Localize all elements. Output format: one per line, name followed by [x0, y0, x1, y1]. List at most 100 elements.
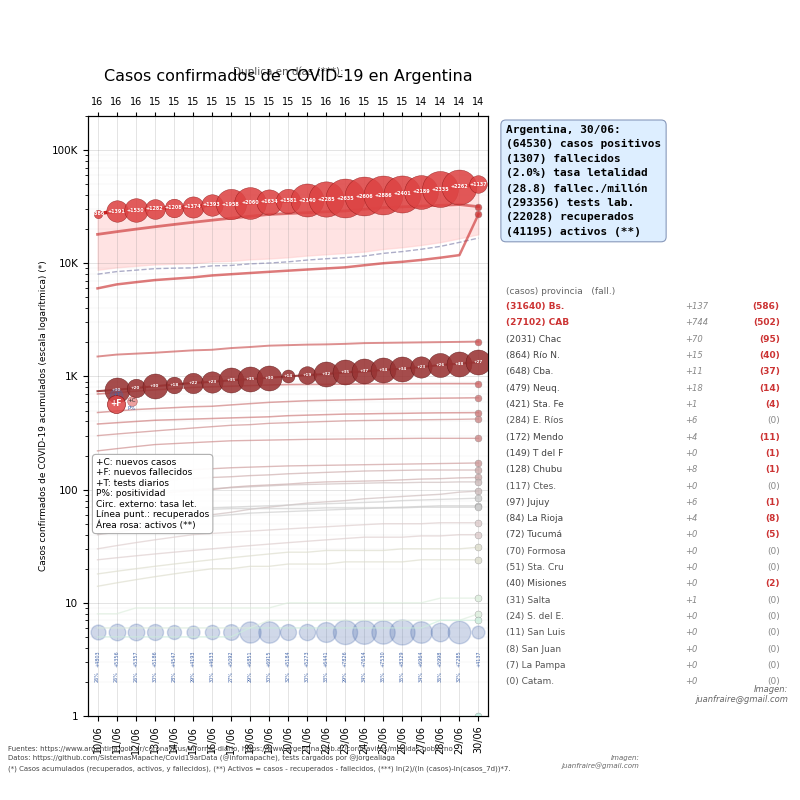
Text: +14: +14	[283, 374, 293, 378]
Text: (5): (5)	[765, 530, 780, 539]
Text: +5092: +5092	[228, 650, 234, 667]
Text: (0): (0)	[767, 547, 780, 556]
Text: +6: +6	[686, 416, 698, 426]
Text: 30%: 30%	[266, 671, 271, 682]
Text: +2060: +2060	[241, 200, 258, 206]
Text: (51) Sta. Cru: (51) Sta. Cru	[506, 563, 564, 572]
Text: (0): (0)	[767, 678, 780, 686]
Text: +0: +0	[686, 563, 698, 572]
Text: Duplica en días (***):: Duplica en días (***):	[233, 66, 343, 77]
Text: (1): (1)	[765, 498, 780, 507]
Text: (421) Sta. Fe: (421) Sta. Fe	[506, 400, 564, 409]
Text: +23: +23	[207, 380, 217, 384]
Text: (31) Salta: (31) Salta	[506, 596, 550, 605]
Text: (0): (0)	[767, 629, 780, 638]
Text: (7) La Pampa: (7) La Pampa	[506, 661, 566, 670]
Text: (0): (0)	[767, 416, 780, 426]
Text: +20: +20	[131, 386, 140, 390]
Text: Fuentes: https://www.argentina.gob.ar/coronavirus/informe-diario, https://www.ar: Fuentes: https://www.argentina.gob.ar/co…	[8, 746, 453, 752]
Text: +1208: +1208	[165, 205, 182, 210]
Text: 30%: 30%	[305, 671, 310, 682]
Text: +1393: +1393	[203, 202, 221, 207]
Text: +137: +137	[686, 302, 709, 311]
Text: +5357: +5357	[133, 650, 138, 667]
Text: +34: +34	[398, 366, 407, 370]
Text: +35: +35	[226, 378, 235, 382]
Text: Imagen:
juanfraire@gmail.com: Imagen: juanfraire@gmail.com	[562, 755, 640, 769]
Text: +34: +34	[378, 368, 388, 372]
Text: +70: +70	[686, 334, 703, 344]
Text: +1958: +1958	[222, 202, 240, 206]
Text: Argentina, 30/06:
(64530) casos positivos
(1307) fallecidos
(2.0%) tasa letalida: Argentina, 30/06: (64530) casos positivo…	[506, 125, 661, 237]
Text: (84) La Rioja: (84) La Rioja	[506, 514, 563, 523]
Text: (1): (1)	[765, 449, 780, 458]
Text: +6851: +6851	[247, 650, 253, 667]
Text: +6915: +6915	[266, 650, 271, 667]
Text: +C: nuevos casos
+F: nuevos fallecidos
+T: tests diarios
P%: positividad
Circ. e: +C: nuevos casos +F: nuevos fallecidos +…	[96, 458, 210, 530]
Text: 34%: 34%	[419, 671, 424, 682]
Text: +4: +4	[686, 514, 698, 523]
Text: +32: +32	[322, 372, 330, 376]
Text: (casos) provincia   (fall.): (casos) provincia (fall.)	[506, 287, 615, 296]
Text: +F: +F	[110, 399, 122, 409]
Text: +2189: +2189	[413, 190, 430, 194]
Text: P%: P%	[128, 406, 136, 410]
Text: (117) Ctes.: (117) Ctes.	[506, 482, 556, 490]
Text: (0): (0)	[767, 645, 780, 654]
Text: +1: +1	[686, 596, 698, 605]
Text: +15: +15	[686, 351, 703, 360]
Text: 29%: 29%	[247, 671, 253, 682]
Text: +0: +0	[686, 449, 698, 458]
Text: +8: +8	[686, 466, 698, 474]
Text: +4633: +4633	[210, 650, 214, 667]
Text: +7530: +7530	[381, 650, 386, 667]
Text: (14): (14)	[759, 384, 780, 393]
Text: +23: +23	[417, 365, 426, 369]
Text: (2031) Chac: (2031) Chac	[506, 334, 561, 344]
Text: (*) Casos acumulados (recuperados, activos, y fallecidos), (**) Activos = casos : (*) Casos acumulados (recuperados, activ…	[8, 765, 510, 771]
Text: +11: +11	[686, 367, 703, 376]
Text: (11) San Luis: (11) San Luis	[506, 629, 565, 638]
Text: +C: +C	[128, 398, 136, 403]
Text: (4): (4)	[765, 400, 780, 409]
Text: +7654: +7654	[362, 650, 366, 667]
Text: +26: +26	[436, 363, 445, 367]
Text: (27102) CAB: (27102) CAB	[506, 318, 569, 327]
Text: +0: +0	[686, 579, 698, 589]
Text: 26%: 26%	[114, 671, 119, 682]
Text: +8329: +8329	[400, 650, 405, 667]
Text: 36%: 36%	[438, 671, 443, 682]
Text: (0): (0)	[767, 482, 780, 490]
Text: 32%: 32%	[286, 671, 290, 682]
Text: 26%: 26%	[133, 671, 138, 682]
Text: +1: +1	[686, 400, 698, 409]
Text: +1634: +1634	[260, 199, 278, 204]
Text: +37: +37	[359, 370, 369, 374]
Text: +5186: +5186	[152, 650, 157, 667]
Text: +48: +48	[455, 362, 464, 366]
Text: 28%: 28%	[171, 671, 176, 682]
Text: +35: +35	[341, 370, 350, 374]
Text: 29%: 29%	[190, 671, 195, 682]
Text: (31640) Bs.: (31640) Bs.	[506, 302, 564, 311]
Text: +30: +30	[112, 388, 122, 392]
Y-axis label: Casos confirmados de COVID-19 acumulados (escala logarítmica) (*): Casos confirmados de COVID-19 acumulados…	[38, 261, 48, 571]
Text: (72) Tucumá: (72) Tucumá	[506, 530, 562, 539]
Text: 29%: 29%	[342, 671, 348, 682]
Text: (1): (1)	[765, 466, 780, 474]
Text: +22: +22	[188, 381, 198, 385]
Text: +6964: +6964	[419, 650, 424, 667]
Text: +7826: +7826	[342, 650, 348, 667]
Text: (864) Río N.: (864) Río N.	[506, 351, 560, 360]
Text: 32%: 32%	[457, 671, 462, 682]
Text: +4547: +4547	[171, 650, 176, 667]
Text: (0): (0)	[767, 661, 780, 670]
Text: +T: +T	[112, 393, 120, 398]
Text: 35%: 35%	[381, 671, 386, 682]
Text: (70) Formosa: (70) Formosa	[506, 547, 566, 556]
Text: (284) E. Ríos: (284) E. Ríos	[506, 416, 563, 426]
Text: +4: +4	[686, 433, 698, 442]
Text: +30: +30	[150, 384, 159, 388]
Text: (502): (502)	[753, 318, 780, 327]
Text: +2335: +2335	[431, 187, 449, 192]
